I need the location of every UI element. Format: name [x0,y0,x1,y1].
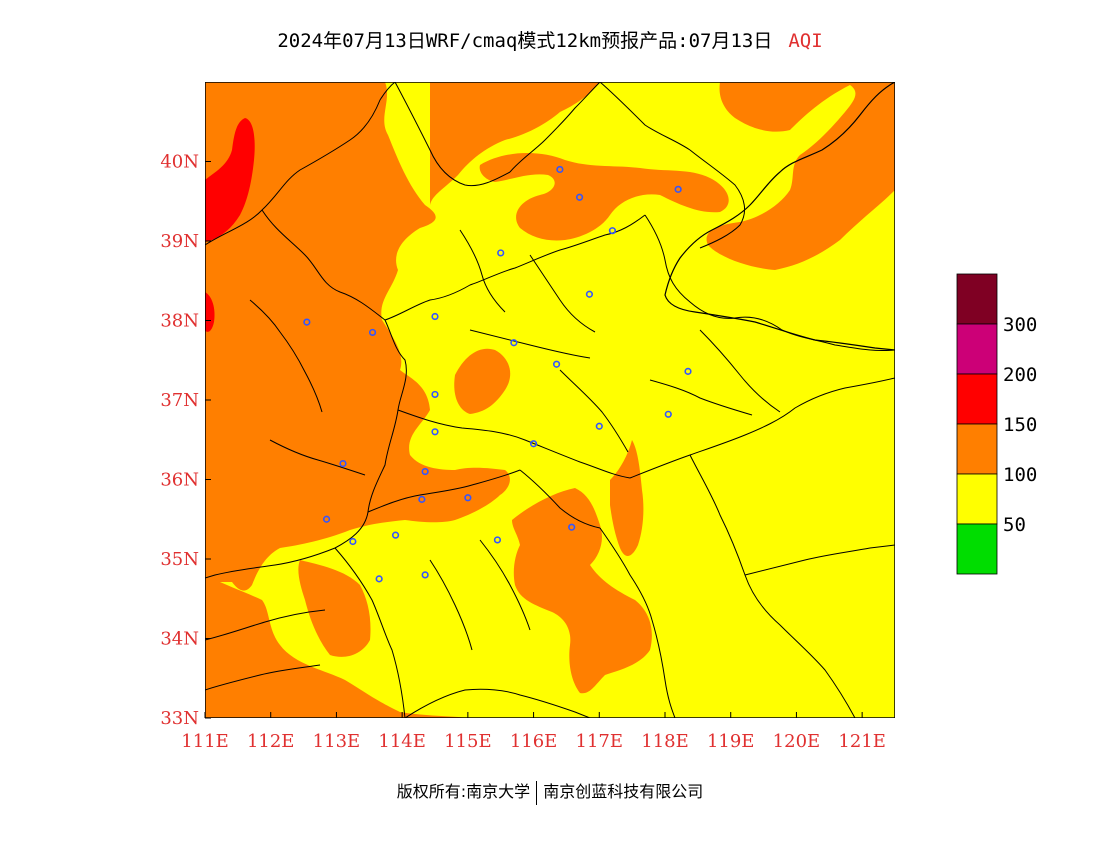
aqi-level-150-200-region-small [205,292,215,332]
station-marker-26 [421,571,429,579]
administrative-boundaries [205,82,895,718]
station-marker-11 [431,390,439,399]
longitude-axis: 111E 112E 113E 114E 115E 116E 117E 118E 119E 120E… [181,712,886,752]
lat-tick-label-5: 38N [160,311,199,332]
station-marker-7 [303,318,311,326]
station-marker-0 [556,165,564,174]
station-marker-21 [322,515,331,523]
lon-tick-label-0: 111E [181,731,229,752]
colorbar-label-2: 150 [1003,414,1037,436]
colorbar-label-3: 100 [1003,464,1037,486]
aqi-level-100-150-regions [205,82,895,718]
station-marker-19 [418,495,426,503]
lon-tick-label-2: 113E [313,731,361,752]
station-marker-23 [391,531,400,539]
station-marker-8 [368,328,377,337]
copyright-footer: 版权所有:南京大学 南京创蓝科技有限公司 [0,778,1100,805]
station-marker-4 [497,249,505,257]
lon-tick-label-1: 112E [247,731,295,752]
lon-tick-label-4: 115E [444,731,492,752]
lat-tick-label-1: 34N [160,629,199,650]
aqi-level-150-200-region [205,118,255,242]
station-marker-6 [431,312,439,321]
aqi-region-southwest-tongue [298,560,371,657]
lat-tick-label-0: 33N [160,708,199,729]
aqi-region-southwest-orange [205,575,470,718]
aqi-region-south-east-strip [610,440,644,556]
aqi-region-north-band [479,153,729,241]
colorbar-segment-3 [956,423,998,475]
station-marker-2 [608,227,617,235]
lon-tick-label-6: 117E [576,731,624,752]
lat-tick-label-4: 37N [160,390,199,411]
station-marker-20 [464,494,472,502]
lon-tick-label-3: 114E [378,731,426,752]
aqi-region-central-blob [454,348,511,414]
station-marker-10 [552,360,561,368]
colorbar-segment-2 [956,373,998,425]
lon-tick-label-10: 121E [838,731,886,752]
coastline [664,82,895,351]
lat-tick-label-7: 40N [160,152,199,173]
copyright-owner: 版权所有:南京大学 [396,782,531,801]
colorbar-segment-1 [956,323,998,375]
station-marker-5 [585,290,594,298]
station-marker-24 [493,536,502,544]
colorbar-label-4: 50 [1003,514,1026,536]
title-variable: AQI [788,30,823,52]
latitude-axis: 33N 34N 35N 36N 37N 38N 39N 40N [160,152,211,729]
aqi-colorbar: 300 200 150 100 50 [956,273,1037,575]
station-marker-3 [674,185,682,193]
station-marker-9 [510,339,518,347]
lat-tick-label-2: 35N [160,549,199,570]
title-main: 2024年07月13日WRF/cmaq模式12km预报产品:07月13日 [277,30,773,52]
aqi-region-west-orange [205,82,510,591]
map-plot-area [205,82,895,718]
station-marker-14 [595,422,603,430]
lon-tick-label-8: 119E [707,731,755,752]
lon-tick-label-7: 118E [641,731,689,752]
station-marker-1 [575,193,584,201]
aqi-region-south-central [512,488,652,694]
station-marker-15 [664,410,672,418]
copyright-company: 南京创蓝科技有限公司 [543,782,704,801]
colorbar-segment-5 [956,523,998,575]
station-marker-13 [529,440,538,448]
colorbar-label-1: 200 [1003,364,1037,386]
copyright-separator [536,780,538,805]
station-marker-12 [431,428,439,436]
monitoring-stations [303,165,692,583]
colorbar-segment-4 [956,473,998,525]
map-title: 2024年07月13日WRF/cmaq模式12km预报产品:07月13日 AQI [0,26,1100,53]
colorbar-label-0: 300 [1003,314,1037,336]
station-marker-18 [421,467,429,476]
lat-tick-label-3: 36N [160,470,199,491]
station-marker-17 [339,460,347,468]
station-marker-22 [349,537,357,546]
aqi-region-north-orange [430,82,600,205]
lon-tick-label-5: 116E [510,731,558,752]
lon-tick-label-9: 120E [773,731,821,752]
lat-tick-label-6: 39N [160,231,199,252]
station-marker-25 [568,523,576,531]
station-marker-27 [375,575,383,583]
colorbar-segment-0 [956,273,998,325]
station-marker-16 [684,367,692,375]
